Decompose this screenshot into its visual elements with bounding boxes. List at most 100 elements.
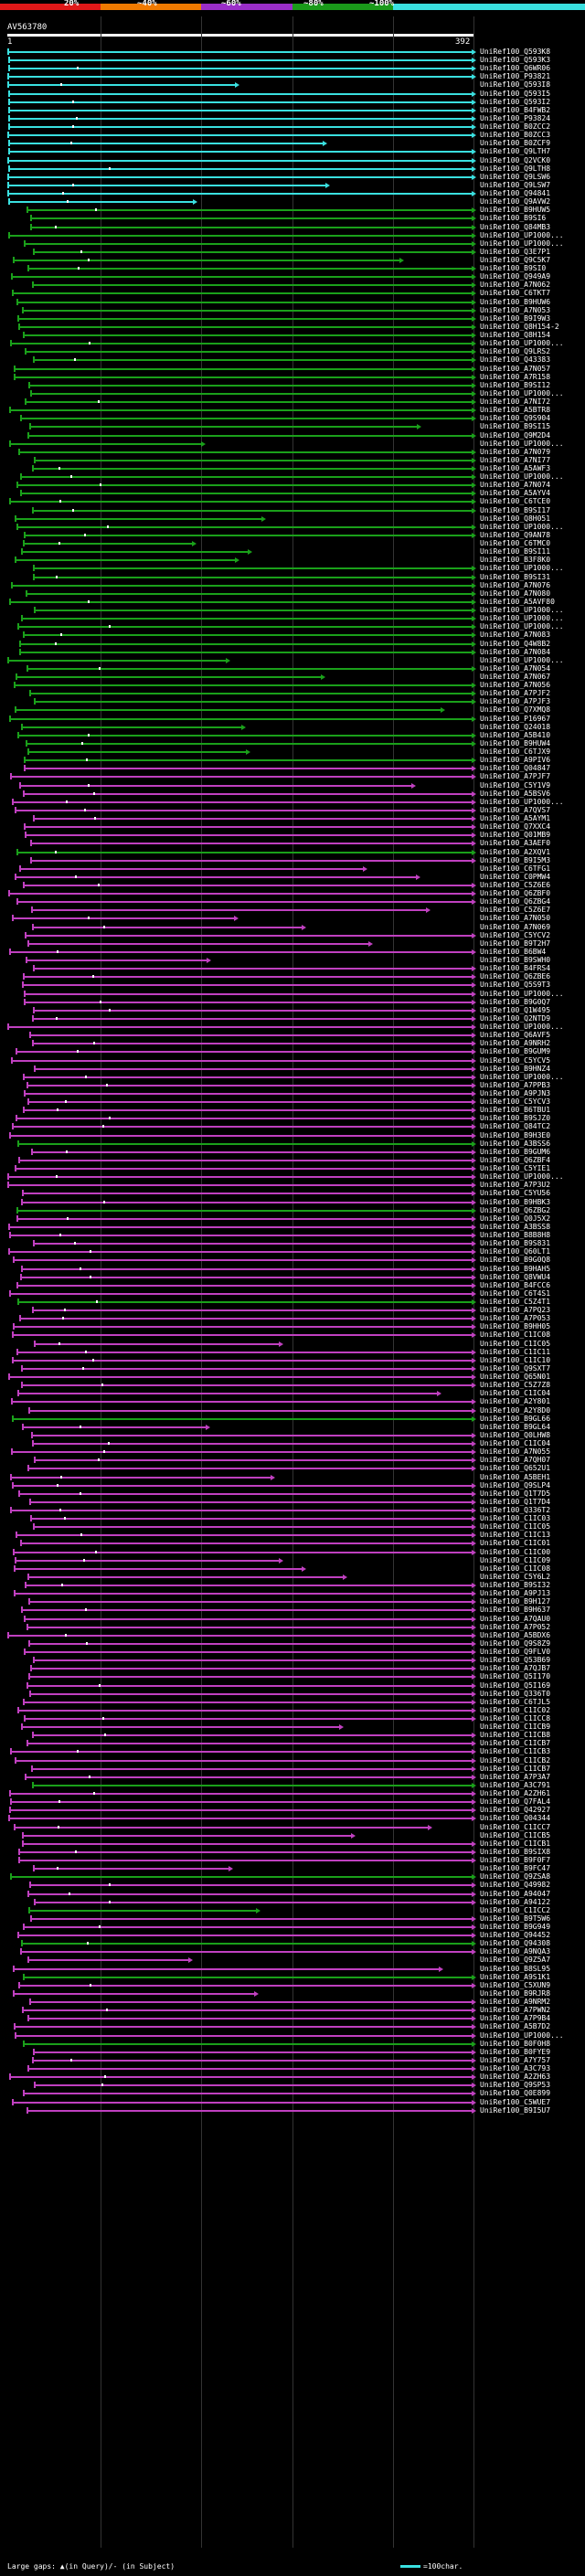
hit-row[interactable]: UniRef100_UP1000... xyxy=(0,614,585,622)
hit-row[interactable]: UniRef100_A7PPB3 xyxy=(0,1081,585,1089)
hit-row[interactable]: UniRef100_C1ICB7 xyxy=(0,1739,585,1747)
hit-accession-link[interactable]: UniRef100_Q6ZBG4 xyxy=(480,897,551,906)
hit-accession-link[interactable]: UniRef100_A7N067 xyxy=(480,673,551,681)
hit-row[interactable]: UniRef100_UP1000... xyxy=(0,472,585,481)
hit-row[interactable]: UniRef100_C6TCE0 xyxy=(0,497,585,505)
hit-row[interactable]: UniRef100_Q6ZBE6 xyxy=(0,972,585,981)
hit-row[interactable]: UniRef100_C1ICB2 xyxy=(0,1756,585,1765)
hit-row[interactable]: UniRef100_Q9FLV0 xyxy=(0,1648,585,1656)
hit-row[interactable]: UniRef100_A3BSS8 xyxy=(0,1223,585,1231)
hit-row[interactable]: UniRef100_C1IC08 xyxy=(0,1330,585,1339)
hit-accession-link[interactable]: UniRef100_A7N074 xyxy=(480,481,551,490)
hit-accession-link[interactable]: UniRef100_C6TJL5 xyxy=(480,1697,551,1706)
hit-row[interactable]: UniRef100_Q65N01 xyxy=(0,1373,585,1381)
hit-row[interactable]: UniRef100_A3AEF0 xyxy=(0,839,585,847)
hit-row[interactable]: UniRef100_Q0E899 xyxy=(0,2089,585,2097)
hit-row[interactable]: UniRef100_UP1000... xyxy=(0,1073,585,1081)
hit-accession-link[interactable]: UniRef100_P93824 xyxy=(480,113,551,122)
hit-row[interactable]: UniRef100_A5B7D2 xyxy=(0,2022,585,2030)
hit-accession-link[interactable]: UniRef100_B9SWH0 xyxy=(480,956,551,965)
hit-accession-link[interactable]: UniRef100_B9T5W6 xyxy=(480,1913,551,1923)
hit-row[interactable]: UniRef100_Q9ZSA8 xyxy=(0,1872,585,1881)
hit-accession-link[interactable]: UniRef100_Q9LSW7 xyxy=(480,180,551,189)
hit-accession-link[interactable]: UniRef100_C1IC00 xyxy=(480,1547,551,1556)
hit-row[interactable]: UniRef100_A7N054 xyxy=(0,664,585,673)
hit-accession-link[interactable]: UniRef100_Q593I8 xyxy=(480,80,551,90)
hit-row[interactable]: UniRef100_B6BW4 xyxy=(0,948,585,956)
hit-row[interactable]: UniRef100_C5Z6E7 xyxy=(0,906,585,914)
hit-row[interactable]: UniRef100_UP1000... xyxy=(0,339,585,347)
hit-row[interactable]: UniRef100_A7QJB7 xyxy=(0,1664,585,1672)
hit-row[interactable]: UniRef100_A7N056 xyxy=(0,681,585,689)
hit-row[interactable]: UniRef100_B9T5W6 xyxy=(0,1914,585,1923)
hit-row[interactable]: UniRef100_B9F0F7 xyxy=(0,1856,585,1864)
hit-row[interactable]: UniRef100_B9H127 xyxy=(0,1597,585,1606)
hit-row[interactable]: UniRef100_B9G0Q8 xyxy=(0,1256,585,1264)
hit-accession-link[interactable]: UniRef100_C1ICC7 xyxy=(480,1822,551,1831)
hit-accession-link[interactable]: UniRef100_Q949A9 xyxy=(480,272,551,281)
hit-accession-link[interactable]: UniRef100_Q7FAL4 xyxy=(480,1797,551,1807)
hit-accession-link[interactable]: UniRef100_C5YCV3 xyxy=(480,1097,551,1107)
hit-row[interactable]: UniRef100_B9HBK3 xyxy=(0,1198,585,1206)
hit-accession-link[interactable]: UniRef100_A7NI77 xyxy=(480,455,551,464)
hit-accession-link[interactable]: UniRef100_A7P9B4 xyxy=(480,2014,551,2023)
hit-accession-link[interactable]: UniRef100_C1ICB1 xyxy=(480,1839,551,1848)
hit-accession-link[interactable]: UniRef100_Q9AN78 xyxy=(480,530,551,539)
hit-accession-link[interactable]: UniRef100_Q0LHW8 xyxy=(480,1430,551,1439)
hit-accession-link[interactable]: UniRef100_A5BSV6 xyxy=(480,789,551,798)
hit-accession-link[interactable]: UniRef100_B9HAH5 xyxy=(480,1264,551,1273)
hit-row[interactable]: UniRef100_C1IC05 xyxy=(0,1522,585,1531)
hit-row[interactable]: UniRef100_A5AYM1 xyxy=(0,814,585,822)
hit-row[interactable]: UniRef100_C5YCV5 xyxy=(0,1056,585,1065)
hit-accession-link[interactable]: UniRef100_B9F0F7 xyxy=(480,1856,551,1865)
hit-row[interactable]: UniRef100_Q9M2D4 xyxy=(0,431,585,440)
hit-row[interactable]: UniRef100_C5YCV2 xyxy=(0,931,585,939)
hit-accession-link[interactable]: UniRef100_B9GL66 xyxy=(480,1414,551,1423)
hit-row[interactable]: UniRef100_Q6ZBG2 xyxy=(0,1206,585,1214)
hit-row[interactable]: UniRef100_A7P052 xyxy=(0,1623,585,1631)
hit-row[interactable]: UniRef100_Q6AVF5 xyxy=(0,1031,585,1039)
hit-accession-link[interactable]: UniRef100_C6TCE0 xyxy=(480,497,551,506)
hit-row[interactable]: UniRef100_A7N069 xyxy=(0,923,585,931)
hit-accession-link[interactable]: UniRef100_C1IC02 xyxy=(480,1705,551,1714)
hit-accession-link[interactable]: UniRef100_Q9AVW2 xyxy=(480,197,551,207)
hit-accession-link[interactable]: UniRef100_Q9M2D4 xyxy=(480,430,551,440)
hit-row[interactable]: UniRef100_C0PMW4 xyxy=(0,873,585,881)
hit-row[interactable]: UniRef100_C6TJX9 xyxy=(0,747,585,756)
hit-row[interactable]: UniRef100_C6T4S1 xyxy=(0,1289,585,1298)
hit-row[interactable]: UniRef100_A7P3U2 xyxy=(0,1181,585,1189)
hit-row[interactable]: UniRef100_A7PQ23 xyxy=(0,1306,585,1314)
hit-accession-link[interactable]: UniRef100_Q01MB9 xyxy=(480,831,551,840)
hit-accession-link[interactable]: UniRef100_Q9LTH7 xyxy=(480,147,551,156)
hit-row[interactable]: UniRef100_A9PJ13 xyxy=(0,1589,585,1597)
hit-accession-link[interactable]: UniRef100_A5AWF3 xyxy=(480,464,551,472)
hit-row[interactable]: UniRef100_B9I9W3 xyxy=(0,314,585,323)
hit-row[interactable]: UniRef100_P16967 xyxy=(0,715,585,723)
hit-accession-link[interactable]: UniRef100_A7N054 xyxy=(480,663,551,673)
hit-row[interactable]: UniRef100_B9H637 xyxy=(0,1606,585,1614)
hit-accession-link[interactable]: UniRef100_A7PPB3 xyxy=(480,1080,551,1089)
hit-row[interactable]: UniRef100_A7N084 xyxy=(0,648,585,656)
hit-accession-link[interactable]: UniRef100_Q336T2 xyxy=(480,1506,551,1514)
hit-accession-link[interactable]: UniRef100_A2ZH61 xyxy=(480,1789,551,1798)
hit-accession-link[interactable]: UniRef100_B9I5U7 xyxy=(480,2105,551,2115)
hit-accession-link[interactable]: UniRef100_C1IC13 xyxy=(480,1531,551,1540)
hit-row[interactable]: UniRef100_Q60LT1 xyxy=(0,1247,585,1256)
hit-row[interactable]: UniRef100_A7Y757 xyxy=(0,2056,585,2064)
hit-row[interactable]: UniRef100_B9GUM9 xyxy=(0,1047,585,1055)
hit-row[interactable]: UniRef100_C1ICC7 xyxy=(0,1823,585,1831)
hit-row[interactable]: UniRef100_Q94841 xyxy=(0,189,585,197)
hit-accession-link[interactable]: UniRef100_A7QJB7 xyxy=(480,1664,551,1673)
hit-row[interactable]: UniRef100_A3BSS6 xyxy=(0,1140,585,1148)
hit-row[interactable]: UniRef100_C6TFG1 xyxy=(0,864,585,873)
hit-accession-link[interactable]: UniRef100_Q9ZSA8 xyxy=(480,1872,551,1882)
hit-accession-link[interactable]: UniRef100_A7P052 xyxy=(480,1622,551,1631)
hit-accession-link[interactable]: UniRef100_C1IC04 xyxy=(480,1439,551,1448)
hit-row[interactable]: UniRef100_Q9Z5A7 xyxy=(0,1956,585,1964)
hit-row[interactable]: UniRef100_Q6ZBF0 xyxy=(0,889,585,897)
hit-row[interactable]: UniRef100_UP1000... xyxy=(0,523,585,531)
hit-accession-link[interactable]: UniRef100_Q24018 xyxy=(480,722,551,731)
hit-accession-link[interactable]: UniRef100_Q1T7D4 xyxy=(480,1497,551,1506)
hit-row[interactable]: UniRef100_Q9SLP4 xyxy=(0,1481,585,1489)
hit-row[interactable]: UniRef100_B9GL66 xyxy=(0,1415,585,1423)
